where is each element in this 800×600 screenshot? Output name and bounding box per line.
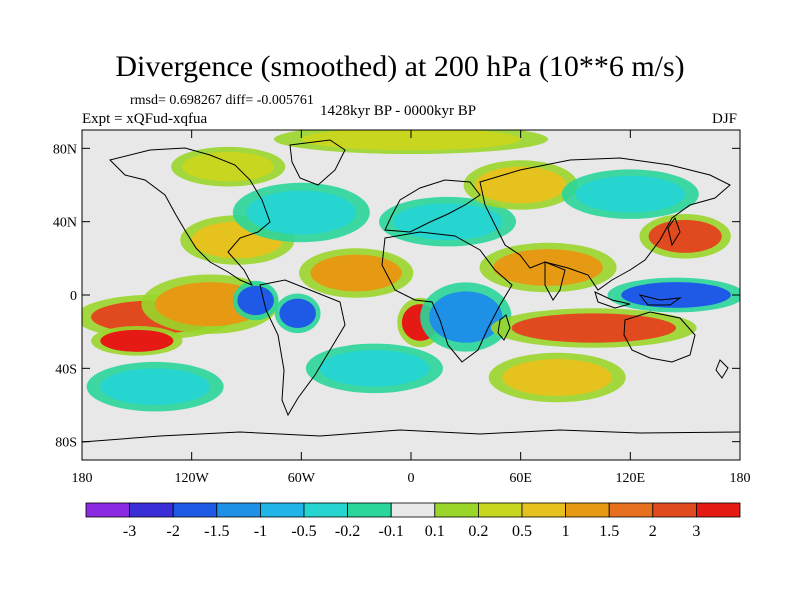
colorbar-label: -3 <box>123 523 136 540</box>
lon-tick-label: 120W <box>175 471 210 486</box>
colorbar-swatch <box>477 502 523 518</box>
divergence-field <box>82 130 740 412</box>
colorbar-label: 0.2 <box>468 523 488 540</box>
colorbar-swatch <box>434 502 479 518</box>
field-blob <box>182 152 274 182</box>
colorbar-swatch <box>652 502 697 518</box>
lat-tick-label: 40S <box>55 362 77 377</box>
colorbar-label: 2 <box>649 523 657 540</box>
field-blob <box>237 285 274 316</box>
colorbar-label: 1 <box>562 523 570 540</box>
season-label: DJF <box>712 111 738 127</box>
colorbar-swatch <box>303 502 348 518</box>
colorbar-label: 0.1 <box>425 523 445 540</box>
colorbar-swatch <box>608 502 654 518</box>
field-blob <box>648 219 722 253</box>
experiment-label: Expt = xQFud-xqfua <box>82 111 208 127</box>
colorbar-label: -0.2 <box>335 523 360 540</box>
field-blob <box>392 203 503 241</box>
colorbar-label: 1.5 <box>599 523 619 540</box>
lon-tick-label: 60E <box>509 471 532 486</box>
colorbar-label: -0.1 <box>379 523 404 540</box>
field-blob <box>511 313 677 343</box>
plot-title: Divergence (smoothed) at 200 hPa (10**6 … <box>115 50 685 83</box>
lon-tick-label: 120E <box>616 471 646 486</box>
field-blob <box>319 350 430 387</box>
colorbar-label: 0.5 <box>512 523 532 540</box>
period-label: 1428kyr BP - 0000kyr BP <box>320 103 477 119</box>
lat-tick-label: 0 <box>70 289 77 304</box>
field-blob <box>575 175 686 213</box>
colorbar-label: 3 <box>692 523 700 540</box>
colorbar-label: -2 <box>167 523 180 540</box>
coastlines <box>82 139 740 443</box>
lat-tick-label: 80S <box>55 436 77 451</box>
lat-tick-label: 80N <box>53 142 77 157</box>
field-blob <box>100 329 174 352</box>
colorbar-swatch <box>172 502 218 518</box>
colorbar-swatch <box>696 502 741 518</box>
colorbar: -3 -2 -1.5 -1 -0.5 -0.2 -0.1 0.1 0.2 0.5 1 1.5 2 3 <box>85 502 741 540</box>
field-blob <box>246 190 357 235</box>
lon-tick-label: 60W <box>288 471 316 486</box>
longitude-ticks: 180 120W 60W 0 60E 120E 180 <box>72 130 751 486</box>
field-blob <box>100 368 210 405</box>
field-blob <box>502 359 613 396</box>
colorbar-swatch <box>129 502 174 518</box>
colorbar-swatch <box>565 502 610 518</box>
colorbar-swatch <box>259 502 305 518</box>
field-blob <box>279 298 316 329</box>
colorbar-label: -1.5 <box>204 523 229 540</box>
lat-tick-label: 40N <box>53 216 77 231</box>
field-blob <box>429 291 503 343</box>
lon-tick-label: 180 <box>730 471 751 486</box>
colorbar-swatch <box>521 502 566 518</box>
colorbar-swatch <box>390 502 436 518</box>
colorbar-swatch <box>347 502 392 518</box>
field-blob <box>474 166 567 204</box>
lon-tick-label: 180 <box>72 471 93 486</box>
lon-tick-label: 0 <box>408 471 415 486</box>
latitude-ticks: 80N 40N 0 40S 80S <box>53 142 740 451</box>
field-blob <box>310 254 402 292</box>
colorbar-label: -0.5 <box>291 523 316 540</box>
colorbar-label: -1 <box>254 523 267 540</box>
colorbar-swatch <box>85 502 130 518</box>
colorbar-swatch <box>216 502 261 518</box>
stats-text: rmsd= 0.698267 diff= -0.005761 <box>130 93 314 108</box>
field-blob <box>493 249 603 286</box>
field-blob <box>621 282 731 308</box>
field-blob <box>301 130 521 151</box>
